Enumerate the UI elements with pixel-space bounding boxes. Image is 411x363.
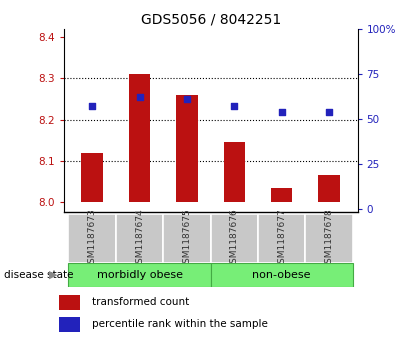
Text: GSM1187674: GSM1187674 [135, 208, 144, 269]
Bar [271, 188, 292, 202]
Point [326, 109, 332, 115]
Bar [58, 317, 80, 332]
Text: GSM1187675: GSM1187675 [182, 208, 192, 269]
Bar [176, 95, 198, 202]
Bar [129, 74, 150, 202]
Text: disease state: disease state [4, 270, 74, 280]
Bar [211, 263, 353, 287]
Point [278, 109, 285, 115]
Bar [305, 214, 353, 263]
Text: non-obese: non-obese [252, 270, 311, 280]
Title: GDS5056 / 8042251: GDS5056 / 8042251 [141, 12, 281, 26]
Bar [258, 214, 305, 263]
Text: GSM1187673: GSM1187673 [88, 208, 97, 269]
Bar [163, 214, 211, 263]
Bar [81, 152, 103, 202]
Point [89, 103, 95, 109]
Bar [319, 175, 340, 202]
Bar [211, 214, 258, 263]
Bar [116, 214, 163, 263]
Point [231, 103, 238, 109]
Text: transformed count: transformed count [92, 297, 189, 307]
Text: ▶: ▶ [49, 270, 58, 280]
Bar [58, 295, 80, 310]
Text: GSM1187677: GSM1187677 [277, 208, 286, 269]
Bar [224, 142, 245, 202]
Bar [69, 214, 116, 263]
Text: percentile rank within the sample: percentile rank within the sample [92, 319, 268, 329]
Text: GSM1187678: GSM1187678 [325, 208, 334, 269]
Point [136, 94, 143, 100]
Text: morbidly obese: morbidly obese [97, 270, 182, 280]
Point [184, 96, 190, 102]
Bar [69, 263, 211, 287]
Text: GSM1187676: GSM1187676 [230, 208, 239, 269]
